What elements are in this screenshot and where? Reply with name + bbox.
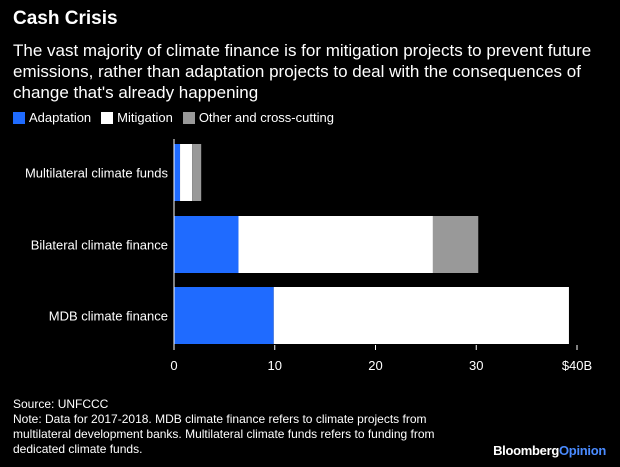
legend-item-mitigation: Mitigation: [101, 110, 173, 125]
legend: Adaptation Mitigation Other and cross-cu…: [13, 110, 344, 125]
legend-swatch-adaptation: [13, 111, 25, 124]
bar-mitigation-1: [238, 216, 433, 273]
bar-adaptation-2: [174, 287, 274, 344]
legend-label-other: Other and cross-cutting: [198, 110, 334, 125]
x-tick-label-3: 30: [469, 358, 483, 373]
x-tick-label-2: 20: [368, 358, 382, 373]
bar-other-0: [192, 144, 202, 201]
category-label-1: Bilateral climate finance: [31, 238, 168, 253]
category-label-0: Multilateral climate funds: [25, 166, 169, 181]
source-note: Source: UNFCCC: [13, 397, 109, 411]
data-note: Note: Data for 2017-2018. MDB climate fi…: [13, 412, 435, 456]
x-tick-label-1: 10: [268, 358, 282, 373]
x-tick-label-0: 0: [170, 358, 177, 373]
legend-swatch-mitigation: [101, 111, 114, 124]
bar-adaptation-0: [174, 144, 181, 201]
chart-title: Cash Crisis: [13, 8, 118, 29]
footer-notes: Source: UNFCCC Note: Data for 2017-2018.…: [13, 397, 483, 457]
bar-adaptation-1: [174, 216, 239, 273]
legend-swatch-other: [182, 111, 195, 124]
legend-item-other: Other and cross-cutting: [182, 110, 334, 125]
bar-mitigation-0: [180, 144, 193, 201]
bloomberg-opinion-logo: BloombergOpinion: [493, 443, 606, 458]
legend-label-mitigation: Mitigation: [117, 110, 173, 125]
legend-item-adaptation: Adaptation: [13, 110, 91, 125]
bar-mitigation-2: [273, 287, 569, 344]
bar-other-1: [432, 216, 479, 273]
x-tick-label-4: $40B: [562, 358, 592, 373]
category-label-2: MDB climate finance: [49, 309, 168, 324]
chart-subtitle: The vast majority of climate finance is …: [13, 41, 592, 102]
legend-label-adaptation: Adaptation: [29, 110, 92, 125]
